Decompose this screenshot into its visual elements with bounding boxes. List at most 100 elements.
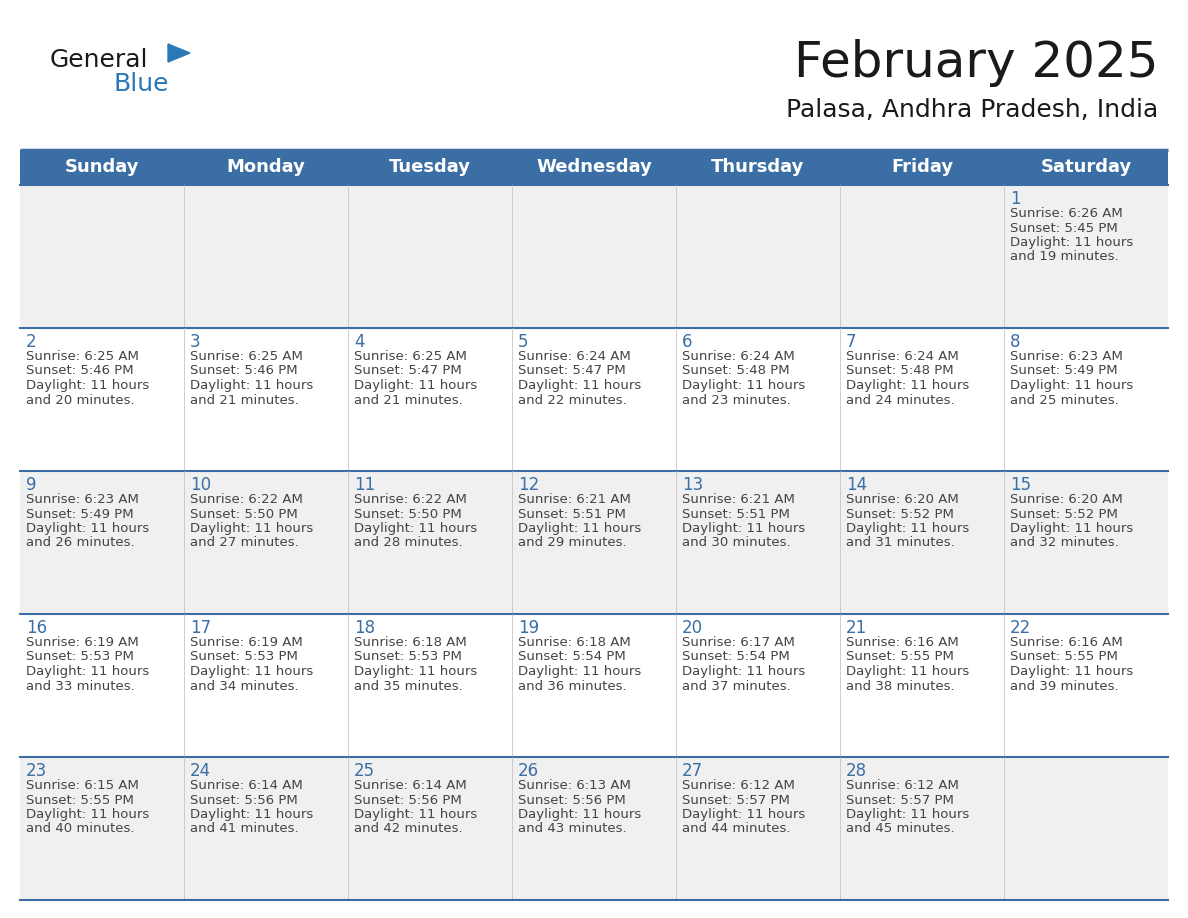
Text: 25: 25 <box>354 762 375 780</box>
Text: and 25 minutes.: and 25 minutes. <box>1010 394 1119 407</box>
Text: and 29 minutes.: and 29 minutes. <box>518 536 626 550</box>
Text: 8: 8 <box>1010 333 1020 351</box>
Text: Sunrise: 6:18 AM: Sunrise: 6:18 AM <box>518 636 631 649</box>
Text: and 35 minutes.: and 35 minutes. <box>354 679 463 692</box>
Text: 9: 9 <box>26 476 37 494</box>
Text: Sunrise: 6:14 AM: Sunrise: 6:14 AM <box>190 779 303 792</box>
Text: Sunset: 5:50 PM: Sunset: 5:50 PM <box>354 508 462 521</box>
Text: and 44 minutes.: and 44 minutes. <box>682 823 790 835</box>
Text: Sunset: 5:48 PM: Sunset: 5:48 PM <box>682 364 790 377</box>
Text: Sunrise: 6:21 AM: Sunrise: 6:21 AM <box>518 493 631 506</box>
Text: 4: 4 <box>354 333 365 351</box>
Text: and 40 minutes.: and 40 minutes. <box>26 823 134 835</box>
Text: 17: 17 <box>190 619 211 637</box>
Text: 6: 6 <box>682 333 693 351</box>
Text: Daylight: 11 hours: Daylight: 11 hours <box>1010 379 1133 392</box>
Text: Sunset: 5:46 PM: Sunset: 5:46 PM <box>190 364 298 377</box>
Text: and 38 minutes.: and 38 minutes. <box>846 679 955 692</box>
Text: 19: 19 <box>518 619 539 637</box>
Text: 24: 24 <box>190 762 211 780</box>
Text: Sunrise: 6:14 AM: Sunrise: 6:14 AM <box>354 779 467 792</box>
Text: Sunset: 5:48 PM: Sunset: 5:48 PM <box>846 364 954 377</box>
Text: and 24 minutes.: and 24 minutes. <box>846 394 955 407</box>
Text: 22: 22 <box>1010 619 1031 637</box>
Text: Sunset: 5:51 PM: Sunset: 5:51 PM <box>518 508 626 521</box>
Text: Daylight: 11 hours: Daylight: 11 hours <box>190 379 314 392</box>
Text: Sunset: 5:50 PM: Sunset: 5:50 PM <box>190 508 298 521</box>
Text: and 41 minutes.: and 41 minutes. <box>190 823 298 835</box>
Text: Sunset: 5:45 PM: Sunset: 5:45 PM <box>1010 221 1118 234</box>
Text: Sunrise: 6:20 AM: Sunrise: 6:20 AM <box>1010 493 1123 506</box>
Text: Monday: Monday <box>227 159 305 176</box>
Bar <box>20 757 1168 900</box>
Text: Sunset: 5:47 PM: Sunset: 5:47 PM <box>354 364 462 377</box>
Text: 11: 11 <box>354 476 375 494</box>
Text: Daylight: 11 hours: Daylight: 11 hours <box>190 522 314 535</box>
Text: Sunset: 5:56 PM: Sunset: 5:56 PM <box>190 793 298 807</box>
Text: and 22 minutes.: and 22 minutes. <box>518 394 627 407</box>
Text: Saturday: Saturday <box>1041 159 1132 176</box>
Bar <box>20 150 1168 185</box>
Text: 18: 18 <box>354 619 375 637</box>
Text: Daylight: 11 hours: Daylight: 11 hours <box>518 665 642 678</box>
Text: 20: 20 <box>682 619 703 637</box>
Text: 10: 10 <box>190 476 211 494</box>
Text: Daylight: 11 hours: Daylight: 11 hours <box>518 379 642 392</box>
Text: 16: 16 <box>26 619 48 637</box>
Text: Daylight: 11 hours: Daylight: 11 hours <box>354 522 478 535</box>
Text: Sunset: 5:53 PM: Sunset: 5:53 PM <box>26 651 134 664</box>
Text: Sunset: 5:46 PM: Sunset: 5:46 PM <box>26 364 133 377</box>
Text: Daylight: 11 hours: Daylight: 11 hours <box>518 808 642 821</box>
Text: Sunset: 5:53 PM: Sunset: 5:53 PM <box>190 651 298 664</box>
Text: Daylight: 11 hours: Daylight: 11 hours <box>26 522 150 535</box>
Text: and 28 minutes.: and 28 minutes. <box>354 536 462 550</box>
Text: 7: 7 <box>846 333 857 351</box>
Text: 1: 1 <box>1010 190 1020 208</box>
Text: Sunrise: 6:25 AM: Sunrise: 6:25 AM <box>190 350 303 363</box>
Text: and 19 minutes.: and 19 minutes. <box>1010 251 1119 263</box>
Text: Sunrise: 6:16 AM: Sunrise: 6:16 AM <box>1010 636 1123 649</box>
Text: 3: 3 <box>190 333 201 351</box>
Text: Daylight: 11 hours: Daylight: 11 hours <box>518 522 642 535</box>
Text: Sunset: 5:55 PM: Sunset: 5:55 PM <box>1010 651 1118 664</box>
Text: Sunrise: 6:19 AM: Sunrise: 6:19 AM <box>26 636 139 649</box>
Text: Daylight: 11 hours: Daylight: 11 hours <box>26 808 150 821</box>
Text: Palasa, Andhra Pradesh, India: Palasa, Andhra Pradesh, India <box>785 98 1158 122</box>
Text: and 43 minutes.: and 43 minutes. <box>518 823 626 835</box>
Text: Sunset: 5:56 PM: Sunset: 5:56 PM <box>354 793 462 807</box>
Text: Thursday: Thursday <box>712 159 804 176</box>
Text: Tuesday: Tuesday <box>388 159 470 176</box>
Text: Daylight: 11 hours: Daylight: 11 hours <box>846 379 969 392</box>
Bar <box>20 185 1168 328</box>
Text: Sunrise: 6:24 AM: Sunrise: 6:24 AM <box>846 350 959 363</box>
Text: Sunrise: 6:25 AM: Sunrise: 6:25 AM <box>26 350 139 363</box>
Text: Sunset: 5:55 PM: Sunset: 5:55 PM <box>846 651 954 664</box>
Text: Sunrise: 6:12 AM: Sunrise: 6:12 AM <box>682 779 795 792</box>
Text: Sunset: 5:51 PM: Sunset: 5:51 PM <box>682 508 790 521</box>
Text: Sunrise: 6:24 AM: Sunrise: 6:24 AM <box>518 350 631 363</box>
Text: Sunset: 5:57 PM: Sunset: 5:57 PM <box>682 793 790 807</box>
Text: 13: 13 <box>682 476 703 494</box>
Text: Sunrise: 6:22 AM: Sunrise: 6:22 AM <box>190 493 303 506</box>
Text: and 26 minutes.: and 26 minutes. <box>26 536 134 550</box>
Text: 5: 5 <box>518 333 529 351</box>
Text: Sunrise: 6:13 AM: Sunrise: 6:13 AM <box>518 779 631 792</box>
Text: Daylight: 11 hours: Daylight: 11 hours <box>682 379 805 392</box>
Text: Sunrise: 6:24 AM: Sunrise: 6:24 AM <box>682 350 795 363</box>
Text: 15: 15 <box>1010 476 1031 494</box>
Text: Daylight: 11 hours: Daylight: 11 hours <box>354 379 478 392</box>
Text: Sunrise: 6:17 AM: Sunrise: 6:17 AM <box>682 636 795 649</box>
Bar <box>20 328 1168 471</box>
Text: and 45 minutes.: and 45 minutes. <box>846 823 955 835</box>
Text: General: General <box>50 48 148 72</box>
Text: and 32 minutes.: and 32 minutes. <box>1010 536 1119 550</box>
Text: Sunset: 5:49 PM: Sunset: 5:49 PM <box>26 508 133 521</box>
Text: 21: 21 <box>846 619 867 637</box>
Text: Sunrise: 6:23 AM: Sunrise: 6:23 AM <box>26 493 139 506</box>
Bar <box>20 471 1168 614</box>
Text: and 27 minutes.: and 27 minutes. <box>190 536 298 550</box>
Text: Sunset: 5:57 PM: Sunset: 5:57 PM <box>846 793 954 807</box>
Text: and 20 minutes.: and 20 minutes. <box>26 394 134 407</box>
Text: Daylight: 11 hours: Daylight: 11 hours <box>682 665 805 678</box>
Bar <box>20 614 1168 757</box>
